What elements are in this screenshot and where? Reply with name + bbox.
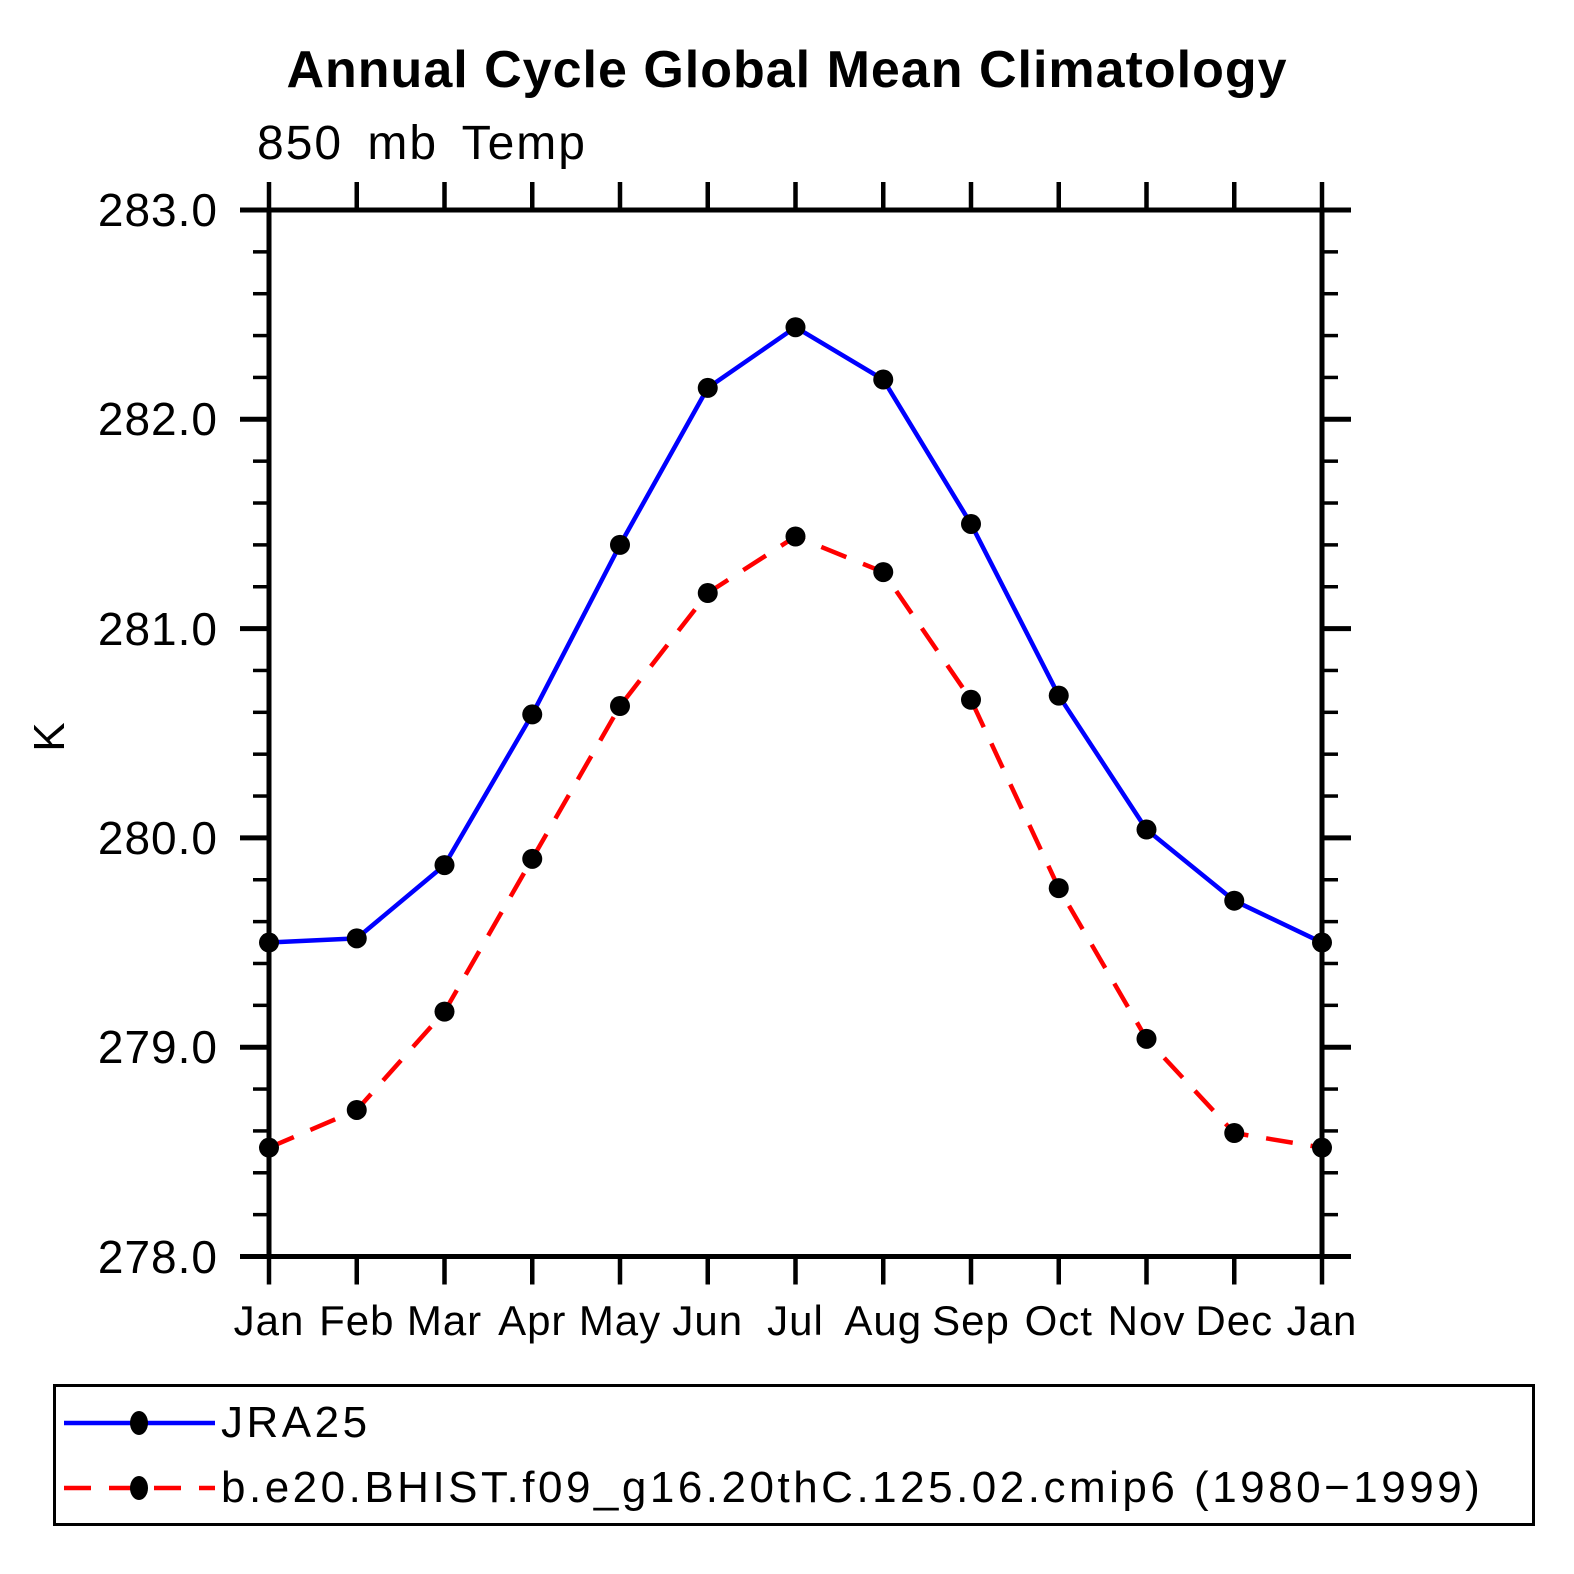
x-axis-tick-label: Oct xyxy=(1024,1297,1093,1344)
x-axis-tick-label: Apr xyxy=(498,1297,567,1344)
x-axis-tick-label: Feb xyxy=(319,1297,395,1344)
series-markers-0 xyxy=(259,317,1332,953)
legend-item-0: JRA25 xyxy=(62,1398,371,1447)
x-axis-tick-label: Nov xyxy=(1107,1297,1186,1344)
x-axis-tick-label: Mar xyxy=(406,1297,483,1344)
y-axis-tick-label: 279.0 xyxy=(97,1021,218,1074)
chart-subtitle: 850 mb Temp xyxy=(257,117,587,170)
x-axis-tick-label: May xyxy=(578,1297,662,1344)
x-axis-tick-label: Jan xyxy=(1286,1297,1358,1344)
legend-sample-solid-line xyxy=(64,1411,215,1435)
legend-label-1: b.e20.BHIST.f09_g16.20thC.125.02.cmip6 (… xyxy=(221,1463,1484,1512)
x-axis-tick-label: Jun xyxy=(672,1297,744,1344)
y-axis-tick-label: 278.0 xyxy=(97,1230,218,1283)
series-line-0 xyxy=(268,324,1323,945)
plot-border xyxy=(266,207,1325,1259)
x-axis-tick-label: Jul xyxy=(767,1297,824,1344)
legend-marker-0 xyxy=(130,1411,148,1435)
y-axis-tick-label: 283.0 xyxy=(97,184,218,236)
legend-marker-1 xyxy=(130,1476,148,1500)
legend-box: JRA25 b.e20.BHIST.f09_g16.20thC.125.02.c… xyxy=(53,1384,1535,1526)
axis-ticks xyxy=(240,182,1351,1285)
y-axis-tick-label: 280.0 xyxy=(97,811,218,864)
legend-item-1: b.e20.BHIST.f09_g16.20thC.125.02.cmip6 (… xyxy=(62,1463,1484,1512)
y-axis-tick-label: 282.0 xyxy=(97,393,218,446)
x-axis-tick-label: Jan xyxy=(233,1297,305,1344)
legend-label-0: JRA25 xyxy=(221,1398,371,1447)
y-axis-tick-label: 281.0 xyxy=(97,602,218,655)
legend-sample-dashed-line xyxy=(64,1476,215,1500)
x-axis-tick-label: Aug xyxy=(844,1297,923,1344)
x-axis-tick-label: Dec xyxy=(1195,1297,1274,1344)
series-markers-1 xyxy=(259,526,1332,1158)
x-axis-tick-label: Sep xyxy=(932,1297,1010,1344)
chart-title: Annual Cycle Global Mean Climatology xyxy=(286,41,1288,99)
